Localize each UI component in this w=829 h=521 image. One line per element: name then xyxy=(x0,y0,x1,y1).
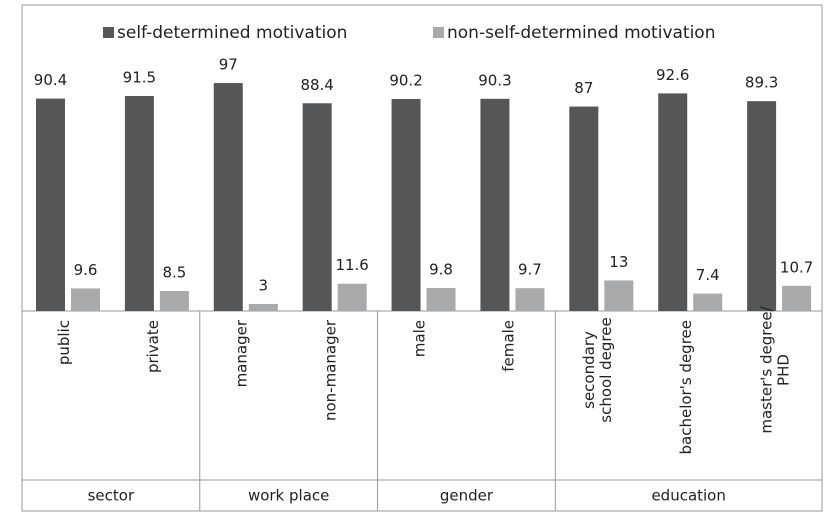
legend-swatch xyxy=(433,27,444,38)
category-label: secondary xyxy=(580,331,598,409)
category-label: school degree xyxy=(597,317,615,422)
bar xyxy=(159,291,189,311)
value-label: 90.4 xyxy=(34,71,67,89)
category-label: male xyxy=(411,320,429,357)
bar xyxy=(391,99,421,311)
legend-label: self-determined motivation xyxy=(117,23,347,43)
bar xyxy=(248,303,278,311)
value-label: 91.5 xyxy=(123,68,156,86)
value-label: 8.5 xyxy=(162,264,186,282)
group-label: sector xyxy=(88,487,135,505)
legend-label: non-self-determined motivation xyxy=(447,23,715,43)
chart-frame xyxy=(21,4,823,512)
value-label: 9.6 xyxy=(74,261,98,279)
bar xyxy=(747,101,777,312)
category-label: master's degree/ xyxy=(758,305,776,433)
bar xyxy=(71,288,100,311)
category-label: bachelor's degree xyxy=(677,320,695,454)
bar xyxy=(302,103,332,311)
value-label: 9.7 xyxy=(518,261,542,279)
value-label: 10.7 xyxy=(780,258,813,276)
value-label: 87 xyxy=(574,79,593,97)
category-label: PHD xyxy=(775,354,793,386)
group-label: education xyxy=(651,487,725,505)
category-label: manager xyxy=(233,319,251,387)
value-label: 9.8 xyxy=(429,260,453,278)
value-label: 11.6 xyxy=(335,256,368,274)
value-label: 97 xyxy=(219,56,238,74)
bar xyxy=(480,98,510,311)
bar xyxy=(515,288,545,311)
bar xyxy=(782,285,812,311)
bar xyxy=(124,95,154,311)
value-label: 7.4 xyxy=(696,266,720,284)
bar xyxy=(693,293,723,311)
group-label: work place xyxy=(248,487,329,505)
value-label: 3 xyxy=(259,276,269,294)
value-label: 88.4 xyxy=(300,76,333,94)
category-label: private xyxy=(144,320,162,373)
value-label: 90.2 xyxy=(389,72,422,90)
value-label: 92.6 xyxy=(656,66,689,84)
category-label: public xyxy=(55,320,73,365)
legend-swatch xyxy=(103,27,114,38)
bar xyxy=(604,280,634,311)
value-label: 89.3 xyxy=(745,74,778,92)
value-label: 90.3 xyxy=(478,71,511,89)
bar xyxy=(213,83,243,311)
category-label: non-manager xyxy=(322,319,340,421)
category-label: female xyxy=(499,320,517,372)
group-label: gender xyxy=(440,487,494,505)
bar xyxy=(569,106,599,311)
bar xyxy=(36,98,65,311)
bar xyxy=(337,283,367,311)
bar xyxy=(658,93,688,311)
value-label: 13 xyxy=(609,253,628,271)
bar xyxy=(426,287,456,311)
